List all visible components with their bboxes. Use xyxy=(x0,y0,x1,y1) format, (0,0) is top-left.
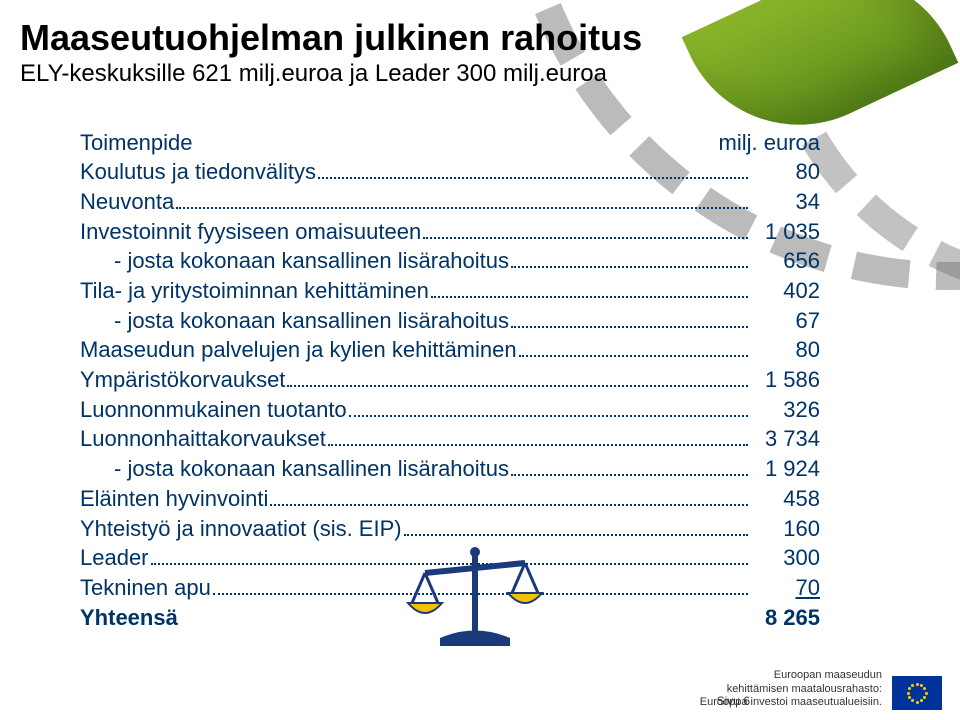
page-title: Maaseutuohjelman julkinen rahoitus xyxy=(20,18,920,58)
row-value: 80 xyxy=(750,157,820,187)
row-value: 458 xyxy=(750,484,820,514)
row-value: 80 xyxy=(750,335,820,365)
row-label: Eläinten hyvinvointi xyxy=(80,484,268,514)
row-dots xyxy=(511,454,748,476)
row-dots xyxy=(404,514,748,536)
row-value: 1 924 xyxy=(750,454,820,484)
total-label: Yhteensä xyxy=(80,603,178,633)
table-header: Toimenpide milj. euroa xyxy=(80,128,820,158)
row-dots xyxy=(423,217,748,239)
row-dots xyxy=(328,424,748,446)
table-rows: Koulutus ja tiedonvälitys80Neuvonta34Inv… xyxy=(80,157,820,602)
row-value: 1 035 xyxy=(750,217,820,247)
row-value: 67 xyxy=(750,306,820,336)
row-label: Tekninen apu xyxy=(80,573,211,603)
row-dots xyxy=(318,157,748,179)
row-value: 34 xyxy=(750,187,820,217)
header-right: milj. euroa xyxy=(719,128,820,158)
row-value: 656 xyxy=(750,246,820,276)
row-dots xyxy=(270,484,748,506)
row-label: Maaseudun palvelujen ja kylien kehittämi… xyxy=(80,335,517,365)
row-value: 326 xyxy=(750,395,820,425)
row-value: 70 xyxy=(750,573,820,603)
row-label: Koulutus ja tiedonvälitys xyxy=(80,157,316,187)
header-spacer xyxy=(195,128,717,150)
row-dots xyxy=(287,365,748,387)
footer-text: Euroopan maaseudun kehittämisen maatalou… xyxy=(700,669,882,710)
table-row: - josta kokonaan kansallinen lisärahoitu… xyxy=(80,454,820,484)
table-row: Maaseudun palvelujen ja kylien kehittämi… xyxy=(80,335,820,365)
row-label: - josta kokonaan kansallinen lisärahoitu… xyxy=(80,306,509,336)
page-subtitle: ELY-keskuksille 621 milj.euroa ja Leader… xyxy=(20,60,920,88)
row-label: Leader xyxy=(80,543,149,573)
row-label: Investoinnit fyysiseen omaisuuteen xyxy=(80,217,421,247)
row-value: 160 xyxy=(750,514,820,544)
title-block: Maaseutuohjelman julkinen rahoitus ELY-k… xyxy=(20,18,920,88)
table-row: - josta kokonaan kansallinen lisärahoitu… xyxy=(80,306,820,336)
footer-line2: kehittämisen maatalousrahasto: xyxy=(700,683,882,697)
row-dots xyxy=(511,306,748,328)
eu-stars xyxy=(906,682,928,704)
table-row: Investoinnit fyysiseen omaisuuteen 1 035 xyxy=(80,217,820,247)
scales-icon xyxy=(400,538,550,658)
row-value: 300 xyxy=(750,543,820,573)
table-row: Neuvonta 34 xyxy=(80,187,820,217)
eu-flag-icon xyxy=(892,676,942,710)
header-left: Toimenpide xyxy=(80,128,193,158)
table-row: Eläinten hyvinvointi 458 xyxy=(80,484,820,514)
row-label: - josta kokonaan kansallinen lisärahoitu… xyxy=(80,454,509,484)
row-label: Neuvonta xyxy=(80,187,174,217)
footer-line3: Eurooppa investoi maaseutualueisiin. xyxy=(700,696,882,710)
table-row: - josta kokonaan kansallinen lisärahoitu… xyxy=(80,246,820,276)
table-row: Tila- ja yritystoiminnan kehittäminen 402 xyxy=(80,276,820,306)
row-label: Yhteistyö ja innovaatiot (sis. EIP) xyxy=(80,514,402,544)
row-label: Tila- ja yritystoiminnan kehittäminen xyxy=(80,276,429,306)
row-dots xyxy=(349,395,748,417)
row-dots xyxy=(431,276,748,298)
table-row: Ympäristökorvaukset 1 586 xyxy=(80,365,820,395)
row-dots xyxy=(511,246,748,268)
row-dots xyxy=(176,187,748,209)
row-label: - josta kokonaan kansallinen lisärahoitu… xyxy=(80,246,509,276)
row-value: 1 586 xyxy=(750,365,820,395)
row-label: Luonnonhaittakorvaukset xyxy=(80,424,326,454)
footer: Euroopan maaseudun kehittämisen maatalou… xyxy=(700,669,942,710)
row-dots xyxy=(519,335,748,357)
row-value: 402 xyxy=(750,276,820,306)
row-label: Ympäristökorvaukset xyxy=(80,365,285,395)
table-row: Luonnonhaittakorvaukset 3 734 xyxy=(80,424,820,454)
row-label: Luonnonmukainen tuotanto xyxy=(80,395,347,425)
slide: Maaseutuohjelman julkinen rahoitus ELY-k… xyxy=(0,0,960,720)
table-row: Koulutus ja tiedonvälitys 80 xyxy=(80,157,820,187)
row-value: 3 734 xyxy=(750,424,820,454)
table-row: Luonnonmukainen tuotanto 326 xyxy=(80,395,820,425)
total-value: 8 265 xyxy=(750,603,820,633)
footer-line1: Euroopan maaseudun xyxy=(700,669,882,683)
